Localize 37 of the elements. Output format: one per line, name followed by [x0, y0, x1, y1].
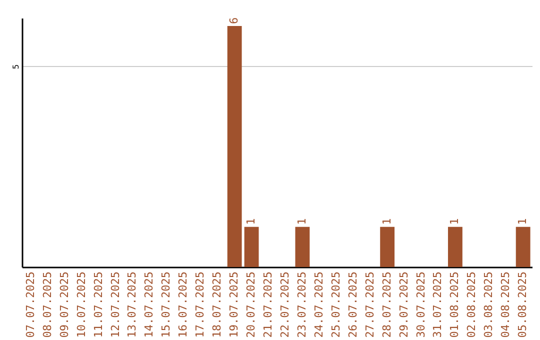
data-label: 1	[516, 218, 530, 225]
x-tick-label: 31.07.2025	[431, 272, 444, 338]
data-label: 6	[228, 17, 241, 24]
x-tick-label: 30.07.2025	[414, 272, 428, 338]
x-tick-label: 19.07.2025	[228, 272, 241, 338]
x-tick-label: 25.07.2025	[329, 272, 342, 338]
x-tick-label: 27.07.2025	[363, 272, 376, 338]
x-tick-label: 18.07.2025	[210, 272, 224, 338]
x-tick-label: 28.07.2025	[380, 272, 394, 338]
x-tick-label: 12.07.2025	[108, 272, 122, 338]
x-tick-label: 03.08.2025	[482, 272, 496, 338]
data-label: 1	[380, 218, 394, 225]
data-label: 1	[244, 218, 258, 225]
x-tick-label: 07.07.2025	[24, 272, 37, 338]
x-tick-label: 21.07.2025	[262, 272, 275, 338]
x-tick-label: 26.07.2025	[346, 272, 360, 338]
x-tick-label: 17.07.2025	[194, 272, 207, 338]
x-tick-label: 22.07.2025	[278, 272, 292, 338]
x-tick-label: 08.07.2025	[40, 272, 54, 338]
x-tick-label: 04.08.2025	[499, 272, 512, 338]
data-label: 1	[295, 218, 308, 225]
x-tick-label: 20.07.2025	[244, 272, 258, 338]
x-tick-label: 23.07.2025	[295, 272, 308, 338]
x-tick-label: 05.08.2025	[516, 272, 530, 338]
x-tick-label: 14.07.2025	[142, 272, 156, 338]
x-tick-label: 16.07.2025	[176, 272, 190, 338]
x-tick-label: 01.08.2025	[448, 272, 462, 338]
x-tick-label: 10.07.2025	[74, 272, 88, 338]
x-tick-label: 24.07.2025	[312, 272, 326, 338]
x-tick-label: 15.07.2025	[160, 272, 173, 338]
x-tick-label: 02.08.2025	[465, 272, 478, 338]
data-label: 1	[448, 218, 462, 225]
x-tick-label: 11.07.2025	[92, 272, 105, 338]
x-tick-label: 29.07.2025	[397, 272, 410, 338]
y-tick-label: 5	[12, 64, 20, 70]
x-tick-label: 09.07.2025	[58, 272, 71, 338]
x-tick-label: 13.07.2025	[126, 272, 139, 338]
